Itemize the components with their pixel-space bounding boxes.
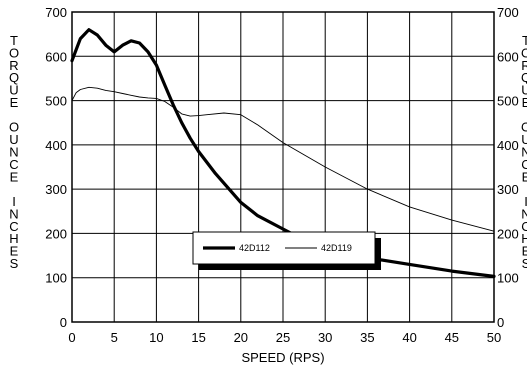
y-tick-label-right: 100 [497, 271, 519, 286]
y-tick-label-right: 300 [497, 182, 519, 197]
y-tick-label-left: 500 [45, 94, 67, 109]
series-line-42D119 [71, 86, 495, 232]
y-tick-label-right: 600 [497, 49, 519, 64]
y-tick-label-left: 700 [45, 5, 67, 20]
legend: 42D112 42D119 [192, 231, 381, 270]
y-tick-label-left: 400 [45, 138, 67, 153]
grid-lines [71, 11, 495, 323]
legend-label-42D112: 42D112 [239, 243, 270, 253]
x-axis-label: SPEED (RPS) [241, 350, 324, 365]
legend-label-42D119: 42D119 [321, 243, 352, 253]
y-tick-label-left: 0 [60, 315, 67, 330]
x-tick-label: 45 [445, 330, 459, 345]
y-tick-label-right: 700 [497, 5, 519, 20]
y-tick-label-right: 400 [497, 138, 519, 153]
y-tick-label-left: 600 [45, 49, 67, 64]
y-tick-label-right: 500 [497, 94, 519, 109]
x-tick-label: 40 [402, 330, 416, 345]
x-tick-label: 50 [487, 330, 501, 345]
y-tick-label-left: 100 [45, 271, 67, 286]
y-tick-label-left: 300 [45, 182, 67, 197]
x-tick-label: 10 [149, 330, 163, 345]
x-tick-label: 0 [68, 330, 75, 345]
y-tick-label-left: 200 [45, 226, 67, 241]
x-tick-label: 15 [191, 330, 205, 345]
y-tick-label-right: 200 [497, 226, 519, 241]
plot-frame [71, 11, 495, 323]
axes [71, 11, 495, 323]
x-tick-label: 20 [234, 330, 248, 345]
x-tick-label: 30 [318, 330, 332, 345]
x-tick-label: 5 [111, 330, 118, 345]
x-tick-label: 25 [276, 330, 290, 345]
x-tick-label: 35 [360, 330, 374, 345]
tick-labels: 0 5 10 15 20 25 30 35 40 45 5001002003004005006007… [45, 5, 518, 345]
y-tick-label-right: 0 [497, 315, 504, 330]
